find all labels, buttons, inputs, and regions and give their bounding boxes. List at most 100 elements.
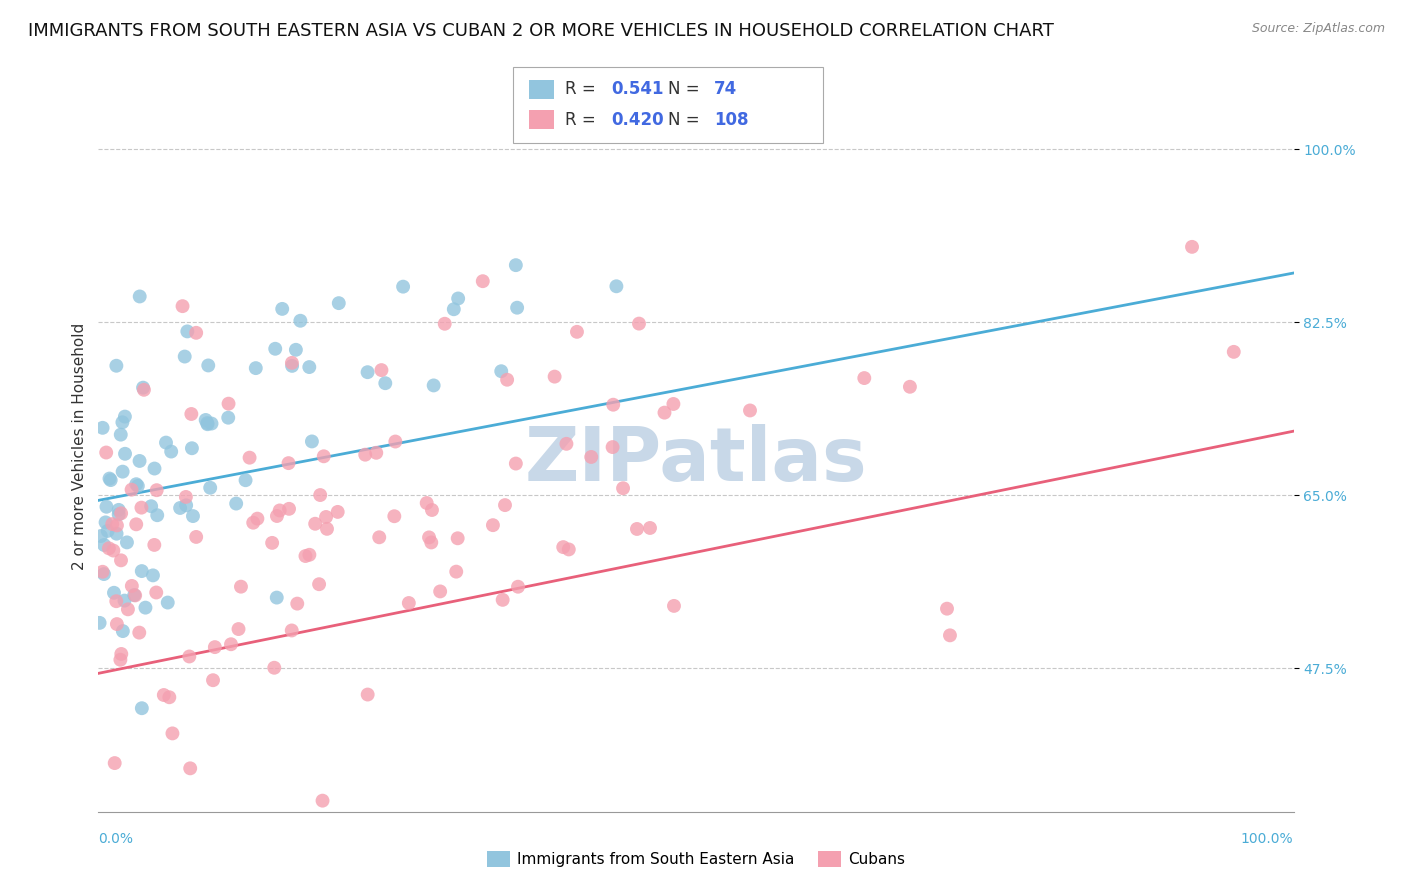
Point bbox=[105, 594, 128, 608]
Text: 100.0%: 100.0% bbox=[1241, 832, 1294, 846]
Point bbox=[301, 434, 323, 449]
Point bbox=[96, 445, 118, 459]
Point bbox=[384, 434, 406, 449]
Point bbox=[202, 673, 225, 688]
Point bbox=[132, 381, 155, 395]
Point bbox=[415, 496, 437, 510]
Point bbox=[93, 538, 115, 552]
Point bbox=[134, 600, 156, 615]
Point bbox=[543, 369, 565, 384]
Point bbox=[368, 530, 391, 544]
Point bbox=[298, 548, 321, 562]
Point bbox=[110, 506, 132, 520]
Point bbox=[218, 397, 240, 411]
Point bbox=[143, 538, 166, 552]
Text: IMMIGRANTS FROM SOUTH EASTERN ASIA VS CUBAN 2 OR MORE VEHICLES IN HOUSEHOLD CORR: IMMIGRANTS FROM SOUTH EASTERN ASIA VS CU… bbox=[28, 22, 1054, 40]
Point bbox=[1181, 240, 1204, 254]
Text: Source: ZipAtlas.com: Source: ZipAtlas.com bbox=[1251, 22, 1385, 36]
Point bbox=[262, 536, 284, 550]
Point bbox=[110, 653, 132, 667]
Point bbox=[898, 380, 921, 394]
Point bbox=[105, 359, 128, 373]
Point bbox=[111, 415, 134, 429]
Point bbox=[173, 350, 195, 364]
Point bbox=[105, 526, 128, 541]
Point bbox=[491, 364, 513, 378]
Point bbox=[579, 450, 602, 464]
Point bbox=[143, 461, 166, 475]
Point bbox=[433, 317, 456, 331]
Point bbox=[308, 577, 330, 591]
Point bbox=[141, 500, 163, 514]
Point bbox=[229, 580, 252, 594]
Point bbox=[128, 625, 150, 640]
Point bbox=[200, 417, 222, 431]
Point bbox=[121, 579, 143, 593]
Point bbox=[124, 589, 146, 603]
Point bbox=[315, 510, 337, 524]
Point bbox=[169, 500, 191, 515]
Point bbox=[91, 421, 114, 435]
Point bbox=[281, 356, 304, 370]
Point bbox=[370, 363, 392, 377]
Point bbox=[121, 483, 143, 497]
Point bbox=[104, 756, 127, 770]
Point bbox=[105, 617, 128, 632]
Point bbox=[602, 440, 624, 454]
Point bbox=[662, 599, 685, 613]
Point bbox=[145, 585, 167, 599]
Point bbox=[97, 524, 120, 538]
Point bbox=[326, 505, 349, 519]
Point bbox=[98, 471, 121, 485]
Point bbox=[146, 508, 169, 523]
Point bbox=[162, 726, 184, 740]
Point bbox=[235, 473, 257, 487]
Point bbox=[662, 397, 685, 411]
Point bbox=[356, 365, 378, 379]
Point bbox=[90, 529, 112, 543]
Point bbox=[266, 508, 288, 523]
Point bbox=[853, 371, 876, 385]
Point bbox=[269, 503, 291, 517]
Point bbox=[294, 549, 316, 563]
Text: 0.0%: 0.0% bbox=[98, 832, 134, 846]
Point bbox=[110, 647, 132, 661]
Point bbox=[145, 483, 167, 498]
Point bbox=[482, 518, 505, 533]
Point bbox=[494, 498, 516, 512]
Point bbox=[127, 479, 149, 493]
Point bbox=[225, 497, 247, 511]
Point bbox=[605, 279, 627, 293]
Text: N =: N = bbox=[668, 80, 704, 98]
Point bbox=[264, 342, 287, 356]
Point bbox=[128, 454, 150, 468]
Point bbox=[422, 378, 444, 392]
Point bbox=[443, 302, 465, 317]
Point bbox=[217, 410, 239, 425]
Point bbox=[280, 624, 302, 638]
Point bbox=[266, 591, 288, 605]
Point bbox=[93, 567, 115, 582]
Point bbox=[105, 518, 128, 533]
Point bbox=[174, 490, 197, 504]
Point bbox=[176, 325, 198, 339]
Point bbox=[155, 435, 177, 450]
Point bbox=[114, 593, 136, 607]
Point bbox=[107, 503, 129, 517]
Point bbox=[195, 416, 218, 430]
Point bbox=[638, 521, 661, 535]
Point bbox=[312, 450, 335, 464]
Point bbox=[115, 535, 138, 549]
Point bbox=[239, 450, 262, 465]
Text: ZIPatlas: ZIPatlas bbox=[524, 424, 868, 497]
Point bbox=[101, 517, 124, 532]
Point bbox=[447, 531, 470, 545]
Point bbox=[125, 517, 148, 532]
Point bbox=[103, 543, 125, 558]
Point bbox=[174, 499, 197, 513]
Point bbox=[172, 299, 194, 313]
Point bbox=[420, 535, 443, 549]
Point bbox=[271, 301, 294, 316]
Text: N =: N = bbox=[668, 111, 704, 128]
Point bbox=[160, 444, 183, 458]
